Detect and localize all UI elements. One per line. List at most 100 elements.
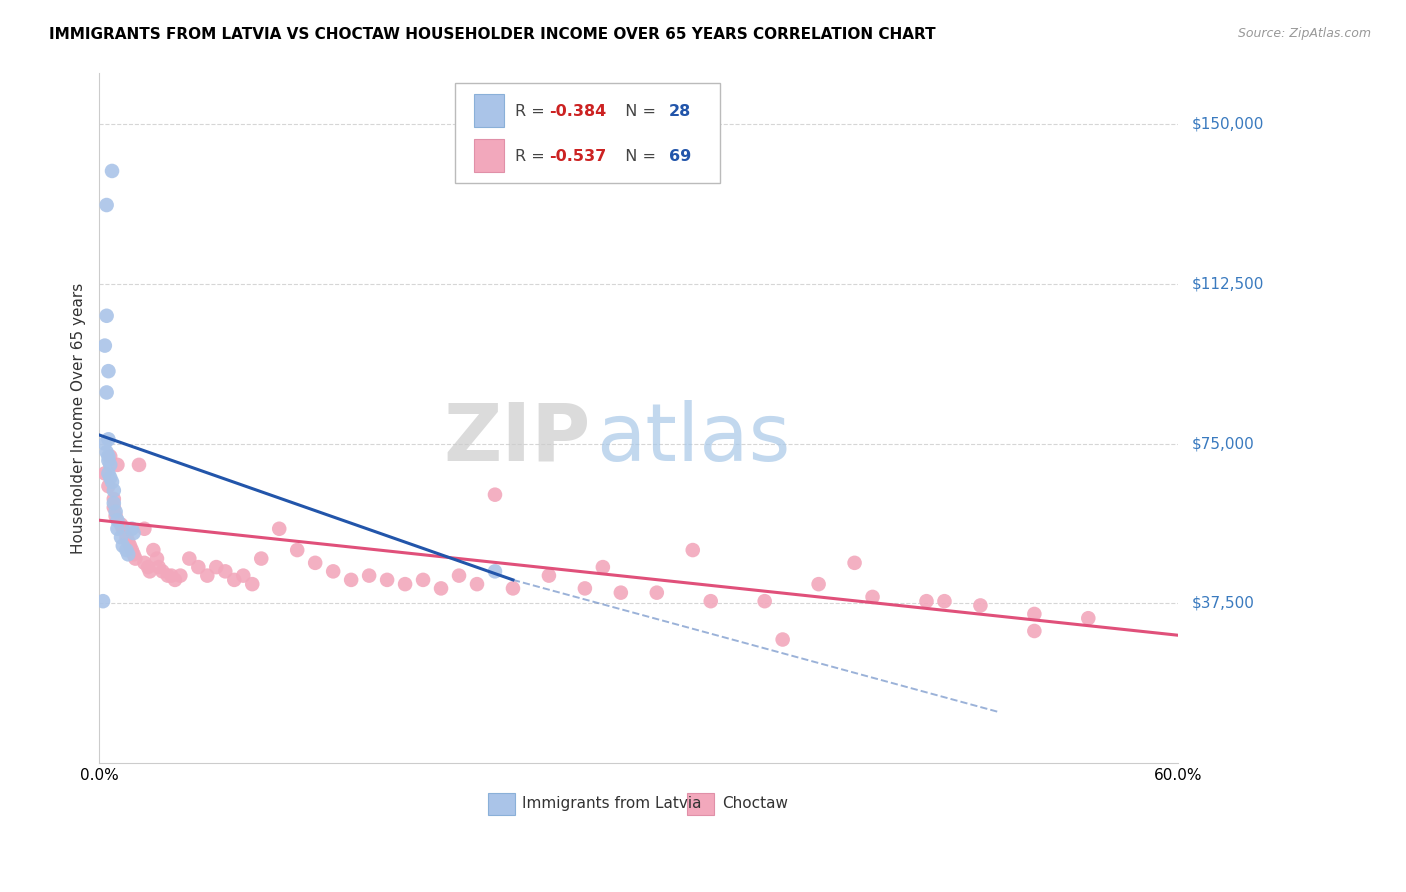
Point [1077,611,1099,625]
Point [502,582,524,596]
Point [142,543,165,558]
Point [122,547,145,561]
Point [240,577,263,591]
Point [1024,624,1046,638]
Point [101,475,124,489]
Point [224,573,246,587]
Text: -0.384: -0.384 [550,103,606,119]
Point [121,522,143,536]
Point [139,565,162,579]
Point [96,198,118,212]
Point [179,551,201,566]
Point [322,565,344,579]
FancyBboxPatch shape [474,139,503,172]
Point [195,568,218,582]
Point [160,568,183,582]
Point [115,530,138,544]
Point [682,543,704,558]
Point [104,508,127,523]
Point [96,445,118,459]
Text: Immigrants from Latvia: Immigrants from Latvia [522,797,702,811]
Point [304,556,326,570]
Text: N =: N = [614,149,661,164]
Point [104,505,127,519]
Point [250,551,273,566]
Text: 69: 69 [669,149,692,164]
Point [134,522,156,536]
Point [107,522,129,536]
Text: R =: R = [515,149,550,164]
Point [94,467,117,481]
Point [807,577,830,591]
Point [592,560,614,574]
Point [430,582,453,596]
Point [98,450,121,464]
Point [285,543,308,558]
Point [169,568,191,582]
FancyBboxPatch shape [688,793,714,814]
Point [118,539,141,553]
Point [150,565,173,579]
Point [269,522,291,536]
Point [214,565,236,579]
Point [128,458,150,472]
Point [484,565,506,579]
Point [844,556,866,570]
Point [772,632,794,647]
Point [97,364,120,378]
Point [110,517,132,532]
Point [359,568,381,582]
Text: R =: R = [515,103,550,119]
Point [97,450,120,464]
Point [97,479,120,493]
Point [101,164,124,178]
Point [111,539,134,553]
Point [117,534,139,549]
Point [97,433,120,447]
Point [574,582,596,596]
Point [862,590,884,604]
FancyBboxPatch shape [474,94,503,127]
Text: ZIP: ZIP [443,400,591,478]
Point [97,467,120,481]
Point [205,560,228,574]
Point [103,483,125,498]
Text: N =: N = [614,103,661,119]
Point [103,500,125,515]
Point [136,560,159,574]
Point [96,385,118,400]
Point [110,530,132,544]
Text: $150,000: $150,000 [1192,117,1264,132]
Text: $112,500: $112,500 [1192,277,1264,292]
Point [98,458,121,472]
Point [412,573,434,587]
Point [340,573,363,587]
Point [484,488,506,502]
Point [465,577,488,591]
Point [146,551,169,566]
Text: $75,000: $75,000 [1192,436,1254,451]
Point [754,594,776,608]
Point [124,551,146,566]
Point [610,585,633,599]
Point [1024,607,1046,621]
Point [107,513,129,527]
Point [103,491,125,506]
Point [94,338,117,352]
Point [187,560,209,574]
Point [915,594,938,608]
Point [934,594,956,608]
Point [94,436,117,450]
Point [394,577,416,591]
FancyBboxPatch shape [456,83,720,184]
Point [148,560,170,574]
Text: $37,500: $37,500 [1192,596,1256,611]
Point [156,568,179,582]
Point [103,496,125,510]
Point [969,599,991,613]
FancyBboxPatch shape [488,793,515,814]
Point [134,556,156,570]
Point [163,573,186,587]
Text: IMMIGRANTS FROM LATVIA VS CHOCTAW HOUSEHOLDER INCOME OVER 65 YEARS CORRELATION C: IMMIGRANTS FROM LATVIA VS CHOCTAW HOUSEH… [49,27,936,42]
Text: Choctaw: Choctaw [721,797,787,811]
